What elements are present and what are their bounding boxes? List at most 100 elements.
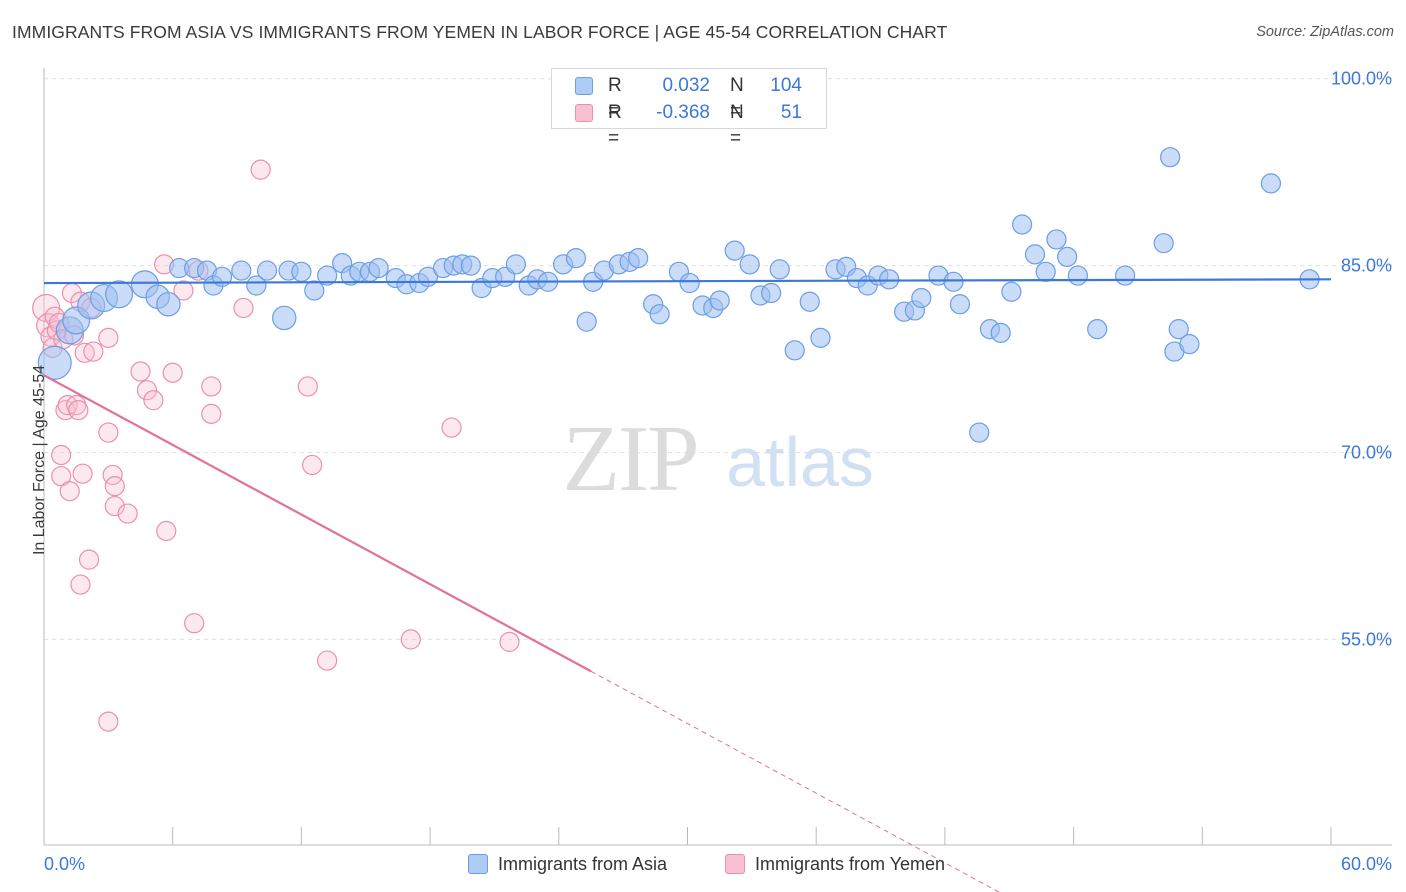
- yemen-point: [51, 466, 72, 487]
- gridlines: [44, 78, 1392, 640]
- legend-item-yemen[interactable]: Immigrants from Yemen: [725, 852, 945, 876]
- stats-box: R = 0.032 N = 104 R = -0.368 N = 51: [551, 68, 827, 149]
- stats-swatch-asia: [575, 77, 593, 95]
- asia-point: [256, 260, 278, 281]
- tick-labels: 55.0% 70.0% 85.0% 100.0% 0.0% 60.0%: [44, 69, 1392, 874]
- yemen-trend-extension: [590, 670, 1000, 892]
- yemen-point: [98, 327, 119, 348]
- asia-point: [784, 340, 805, 361]
- chart-title: IMMIGRANTS FROM ASIA VS IMMIGRANTS FROM …: [12, 22, 948, 42]
- n-label: N =: [730, 102, 744, 149]
- yemen-point: [83, 341, 104, 362]
- asia-point: [156, 291, 181, 317]
- yemen-point: [51, 444, 72, 466]
- legend-item-asia[interactable]: Immigrants from Asia: [468, 852, 667, 876]
- yemen-point: [400, 629, 421, 650]
- yemen-point: [156, 520, 177, 542]
- yemen-point: [98, 422, 119, 443]
- yemen-point: [201, 403, 222, 424]
- asia-point: [969, 422, 990, 443]
- yemen-point: [130, 361, 151, 382]
- yemen-point: [59, 481, 80, 502]
- yemen-point: [117, 503, 138, 524]
- asia-point: [272, 305, 297, 331]
- yemen-point: [104, 495, 125, 517]
- n-label: N =: [730, 75, 744, 122]
- yemen-point: [201, 376, 222, 397]
- asia-point: [943, 271, 964, 292]
- asia-point: [799, 291, 820, 312]
- source-label: Source: ZipAtlas.com: [1256, 24, 1394, 40]
- stats-swatch-yemen: [575, 104, 593, 122]
- yemen-point: [297, 376, 318, 397]
- asia-point: [565, 248, 587, 269]
- asia-point: [304, 280, 325, 301]
- axes: [43, 68, 1392, 846]
- x-tick-label: 60.0%: [1341, 854, 1392, 874]
- asia-point: [649, 304, 670, 325]
- asia-point: [949, 294, 971, 315]
- yemen-point: [74, 342, 95, 363]
- watermark-atlas: atlas: [726, 423, 874, 501]
- yemen-point: [136, 380, 158, 401]
- asia-point: [769, 259, 790, 280]
- x-tick-label: 0.0%: [44, 854, 85, 874]
- asia-point: [1153, 233, 1174, 254]
- yemen-point: [317, 650, 338, 671]
- asia-point: [37, 345, 72, 380]
- asia-point: [709, 290, 730, 311]
- asia-point: [1114, 265, 1136, 286]
- asia-point: [1087, 319, 1108, 340]
- asia-point: [679, 272, 700, 294]
- asia-point: [739, 254, 760, 275]
- asia-point: [1012, 214, 1033, 235]
- asia-point: [1067, 265, 1088, 286]
- yemen-point: [162, 362, 183, 383]
- asia-point: [990, 322, 1011, 343]
- legend-swatch-yemen: [725, 854, 745, 874]
- yemen-point: [98, 711, 119, 732]
- asia-point: [317, 265, 338, 286]
- y-tick-label: 85.0%: [1341, 256, 1392, 276]
- y-tick-label: 70.0%: [1341, 443, 1392, 463]
- asia-point: [1001, 281, 1022, 302]
- yemen-point: [173, 280, 194, 301]
- yemen-point: [78, 549, 100, 570]
- asia-point: [1179, 333, 1200, 355]
- asia-point: [1024, 244, 1046, 265]
- asia-point: [460, 255, 481, 276]
- y-tick-label: 55.0%: [1341, 629, 1392, 649]
- y-axis-label: In Labor Force | Age 45-54: [31, 364, 48, 556]
- r-value-asia: 0.032: [662, 75, 710, 96]
- legend-label-asia: Immigrants from Asia: [498, 854, 668, 874]
- n-value-asia: 104: [770, 75, 802, 96]
- asia-point: [1057, 246, 1078, 267]
- legend-swatch-asia: [468, 854, 488, 874]
- asia-point: [246, 275, 267, 296]
- yemen-point: [499, 631, 520, 652]
- asia-point: [879, 269, 900, 290]
- asia-point: [1046, 229, 1067, 250]
- yemen-point: [72, 463, 93, 484]
- trend-lines: [43, 278, 1332, 892]
- asia-trend-line: [43, 278, 1332, 285]
- asia-point: [576, 311, 597, 332]
- yemen-point: [143, 390, 164, 411]
- legend-label-yemen: Immigrants from Yemen: [755, 854, 946, 874]
- asia-point: [505, 254, 527, 275]
- r-label: R =: [608, 102, 622, 149]
- r-value-yemen: -0.368: [656, 102, 710, 123]
- asia-point: [1168, 319, 1189, 340]
- data-points: [32, 147, 1320, 732]
- yemen-point: [441, 417, 462, 438]
- yemen-point: [70, 574, 91, 595]
- asia-point: [724, 240, 745, 261]
- asia-point: [810, 327, 831, 348]
- yemen-point: [184, 613, 205, 634]
- yemen-point: [68, 400, 89, 421]
- asia-point: [231, 260, 252, 281]
- asia-point: [291, 261, 312, 282]
- asia-point: [628, 248, 649, 269]
- yemen-point: [57, 395, 78, 416]
